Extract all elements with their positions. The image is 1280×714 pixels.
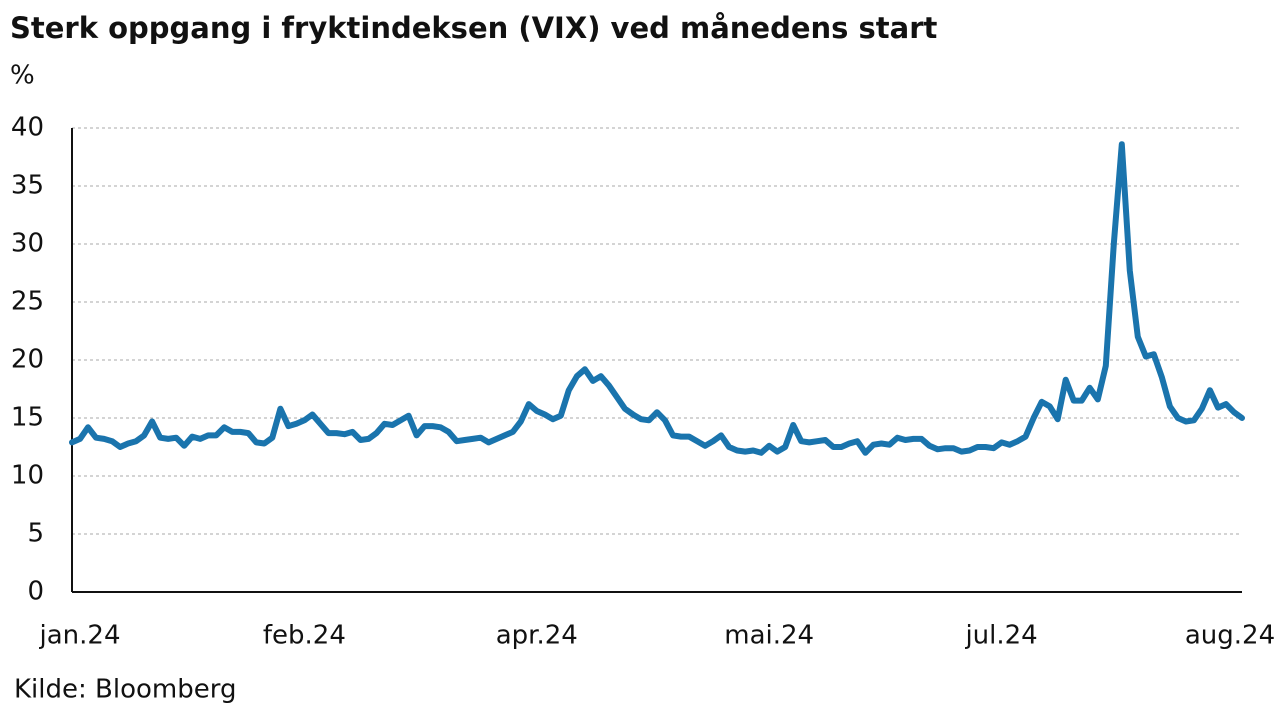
x-tick-label: apr.24 <box>496 621 578 651</box>
x-tick-label: feb.24 <box>263 621 346 651</box>
y-tick-label: 15 <box>11 403 44 433</box>
y-tick-label: 20 <box>11 345 44 375</box>
line-series <box>69 141 1245 456</box>
y-tick-label: 30 <box>11 229 44 259</box>
chart-title: Sterk oppgang i fryktindeksen (VIX) ved … <box>10 11 938 45</box>
y-axis-label: % <box>10 61 35 91</box>
x-tick-label: mai.24 <box>724 621 814 651</box>
y-tick-label: 0 <box>27 577 44 607</box>
x-tick-label: jan.24 <box>39 621 121 651</box>
y-tick-label: 25 <box>11 287 44 317</box>
y-tick-label: 10 <box>11 461 44 491</box>
x-tick-label: jul.24 <box>964 621 1037 651</box>
y-tick-label: 35 <box>11 171 44 201</box>
y-tick-label: 5 <box>27 519 44 549</box>
source: Kilde: Bloomberg <box>14 675 236 705</box>
y-tick-label: 40 <box>11 113 44 143</box>
x-tick-label: aug.24 <box>1185 621 1275 651</box>
